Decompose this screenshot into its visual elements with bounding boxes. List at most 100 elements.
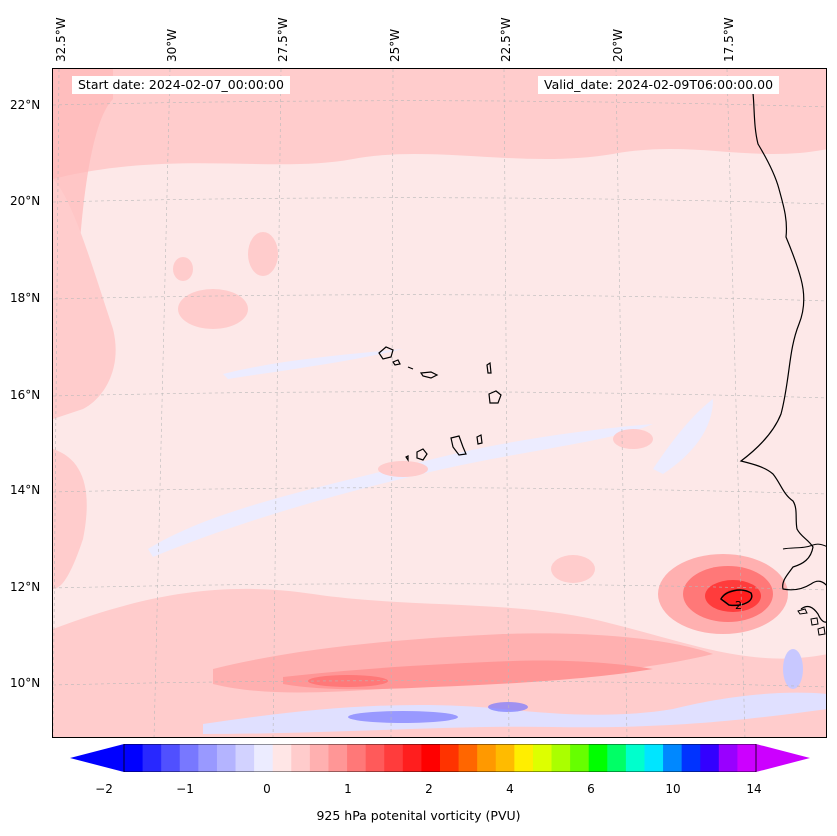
colorbar-cell [607, 744, 627, 772]
lat-label-12n: 12°N [10, 580, 41, 594]
colorbar-cell [440, 744, 460, 772]
pv-streak-blue-3 [653, 399, 713, 474]
pv-max-core [723, 589, 751, 605]
colorbar-cell [179, 744, 199, 772]
colorbar-cell [309, 744, 329, 772]
pv-south-blue-core [348, 711, 458, 723]
pv-patch-2 [248, 232, 278, 276]
cape-verde-islands [378, 346, 502, 462]
colorbar-cell [495, 744, 515, 772]
colorbar-cell [198, 744, 218, 772]
colorbar-cell [551, 744, 571, 772]
colorbar-cell [291, 744, 311, 772]
colorbar-cell [477, 744, 497, 772]
colorbar-cell [458, 744, 478, 772]
colorbar-cell [384, 744, 404, 772]
colorbar-cell [532, 744, 553, 772]
lon-label-25w: 25°W [388, 28, 402, 62]
graticule-lon-30 [153, 69, 171, 737]
colorbar-cell [514, 744, 534, 772]
colorbar-cell [124, 744, 144, 772]
island-santo-antao [378, 346, 394, 360]
colorbar-cell [347, 744, 367, 772]
lat-label-18n: 18°N [10, 291, 41, 305]
lat-label-20n: 20°N [10, 194, 41, 208]
island-santa-luzia [407, 366, 414, 370]
pv-patch-5 [551, 555, 595, 583]
island-boa-vista [488, 390, 502, 404]
graticule-lon-22-5 [503, 69, 510, 737]
colorbar-cell [161, 744, 181, 772]
graticule [53, 69, 826, 737]
island-maio [476, 434, 483, 445]
colorbar-cell [328, 744, 348, 772]
graticule-lon-25 [390, 69, 394, 737]
pv-south-blue-core2 [488, 702, 528, 712]
graticule-lat-22 [53, 100, 826, 108]
island-sal [486, 361, 492, 374]
valid-date-label: Valid_date: 2024-02-09T06:00:00.00 [538, 76, 780, 94]
graticule-lon-27-5 [272, 69, 282, 737]
lon-label-27-5w: 27.5°W [276, 17, 290, 62]
colorbar [70, 744, 810, 772]
contour-value-label: 2 [735, 599, 742, 612]
graticule-lon-17-5 [726, 69, 746, 737]
colorbar-tick: 0 [263, 782, 271, 796]
colorbar-extend-left [70, 744, 124, 772]
graticule-lat-14 [53, 487, 826, 495]
colorbar-cell [663, 744, 683, 772]
island-fogo [416, 448, 428, 461]
map-canvas: 2 [53, 69, 826, 737]
colorbar-cell [365, 744, 385, 772]
map-panel: 2 [52, 68, 827, 738]
pv-patch-4 [378, 461, 428, 477]
graticule-lat-16 [53, 391, 826, 399]
colorbar-tick: 1 [344, 782, 352, 796]
graticule-lat-20 [53, 197, 826, 205]
lat-label-14n: 14°N [10, 483, 41, 497]
colorbar-tick: 10 [665, 782, 681, 796]
lon-label-20w: 20°W [611, 28, 625, 62]
colorbar-tick: 14 [746, 782, 762, 796]
pv-band-north [53, 69, 826, 179]
colorbar-tick: −1 [176, 782, 194, 796]
graticule-lat-10 [53, 680, 826, 688]
colorbar-cell [235, 744, 255, 772]
colorbar-tick: −2 [95, 782, 113, 796]
island-brava [405, 455, 409, 462]
colorbar-cell [402, 744, 422, 772]
island-sao-vicente [392, 359, 401, 366]
lon-label-30w: 30°W [165, 28, 179, 62]
bijagos-islands [797, 608, 826, 636]
pv-south-blue-strip [203, 692, 826, 734]
graticule-lon-20 [615, 69, 628, 737]
colorbar-cells [124, 744, 757, 772]
pv-streak-blue-1 [148, 424, 653, 557]
africa-coastline [739, 83, 826, 591]
start-date-label: Start date: 2024-02-07_00:00:00 [72, 76, 290, 94]
pv-south-blue-spot [783, 649, 803, 689]
lat-label-16n: 16°N [10, 388, 41, 402]
graticule-lon-32-5 [53, 69, 60, 737]
colorbar-tick: 6 [587, 782, 595, 796]
colorbar-outline [123, 744, 757, 772]
lon-label-22-5w: 22.5°W [499, 17, 513, 62]
colorbar-cell [644, 744, 664, 772]
pv-patch-6 [613, 429, 653, 449]
lat-label-22n: 22°N [10, 98, 41, 112]
pv-patch-3 [173, 257, 193, 281]
colorbar-cell [272, 744, 292, 772]
lon-label-17-5w: 17.5°W [722, 17, 736, 62]
island-sao-nicolau [419, 371, 439, 379]
colorbar-cell [625, 744, 645, 772]
colorbar-cell [570, 744, 590, 772]
graticule-lat-18 [53, 294, 826, 302]
graticule-lat-12 [53, 583, 826, 591]
colorbar-cell [142, 744, 162, 772]
pv-patch-west [53, 449, 87, 589]
colorbar-title: 925 hPa potenital vorticity (PVU) [316, 808, 521, 823]
colorbar-cell [588, 744, 608, 772]
colorbar-cell [681, 744, 701, 772]
pv-band-west [53, 179, 116, 419]
colorbar-cell [216, 744, 237, 772]
